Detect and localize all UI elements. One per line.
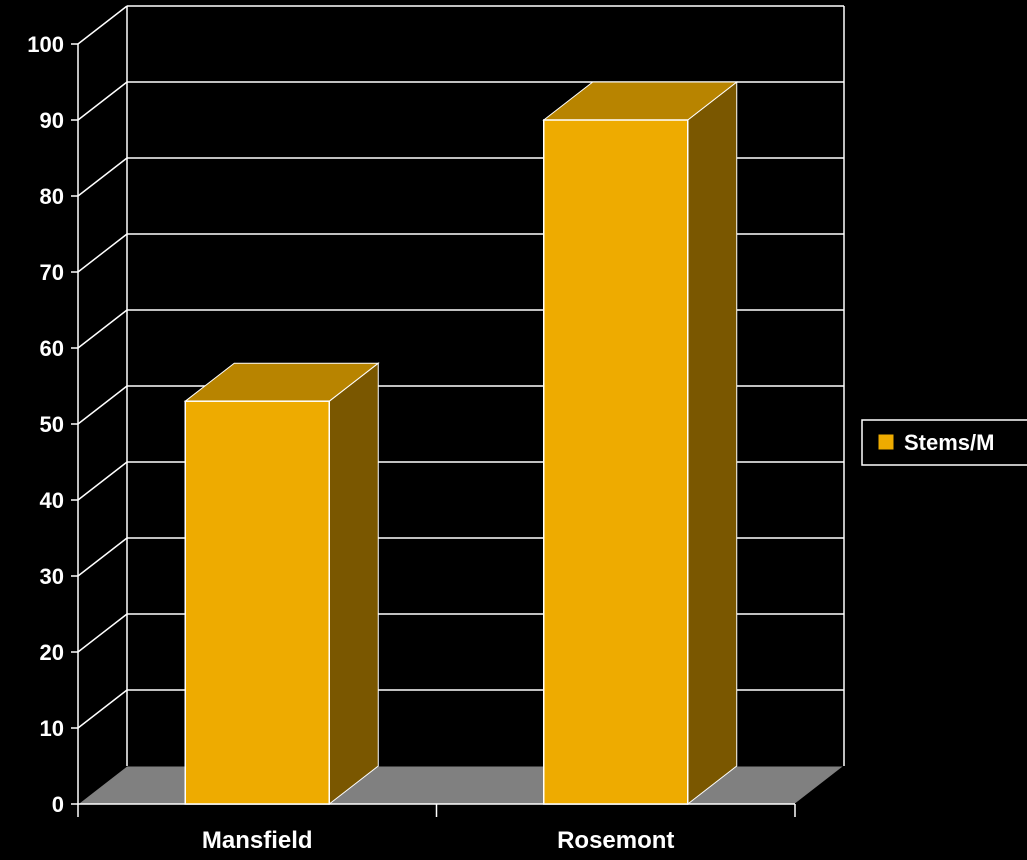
chart-legend: Stems/M: [861, 419, 1027, 466]
gridline-side: [77, 613, 128, 653]
gridline-side: [77, 689, 128, 729]
gridline-side: [77, 537, 128, 577]
y-tick-label: 70: [40, 260, 64, 285]
gridline-side: [77, 157, 128, 197]
chart-labels-layer: 0 10 20 30 40 50 60 70 80 90 100 Mansfield Rosemont: [27, 32, 674, 854]
gridline-side: [77, 233, 128, 273]
y-tick-label: 40: [40, 488, 64, 513]
y-tick-label: 50: [40, 412, 64, 437]
bar: [184, 400, 330, 805]
gridline-side: [77, 461, 128, 501]
gridline-side: [77, 5, 128, 45]
gridline-side: [77, 81, 128, 121]
legend-label: Stems/M: [904, 430, 994, 455]
gridline-side: [77, 309, 128, 349]
x-category-label: Mansfield: [202, 827, 313, 854]
y-tick-label: 20: [40, 640, 64, 665]
y-tick-label: 10: [40, 716, 64, 741]
x-category-label: Rosemont: [557, 827, 674, 854]
chart-bars-layer: [183, 80, 739, 806]
y-tick-label: 100: [27, 32, 64, 57]
y-tick-label: 80: [40, 184, 64, 209]
y-tick-label: 90: [40, 108, 64, 133]
legend-swatch: [877, 433, 895, 451]
y-tick-label: 60: [40, 336, 64, 361]
y-tick-label: 30: [40, 564, 64, 589]
bar-side: [687, 80, 738, 806]
bar: [543, 119, 689, 805]
bar-side: [328, 362, 379, 806]
gridline-side: [77, 385, 128, 425]
y-tick-label: 0: [52, 792, 64, 817]
